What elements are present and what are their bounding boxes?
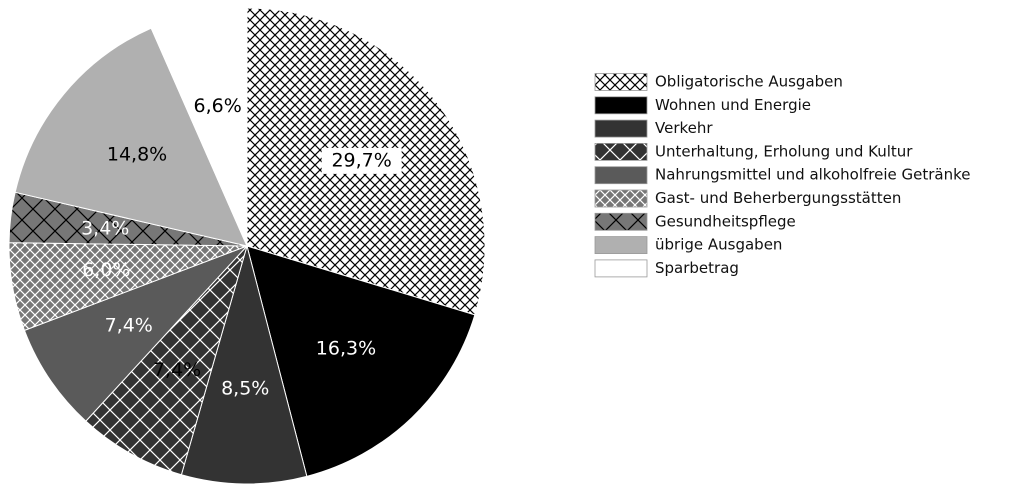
legend-swatch bbox=[594, 73, 648, 91]
data-label: 16,3% bbox=[316, 337, 376, 359]
legend-label: Wohnen und Energie bbox=[655, 96, 811, 114]
data-label: 8,5% bbox=[221, 377, 269, 399]
legend-swatch bbox=[594, 166, 648, 185]
legend-swatch bbox=[594, 142, 648, 161]
legend-label: Sparbetrag bbox=[655, 259, 739, 277]
pie: 29,7% 16,3% 8,5% 7,4%7,4% 6,0% 3,4% 14,8% 6,6% bbox=[8, 7, 486, 485]
data-label: 3,4% bbox=[81, 217, 129, 239]
legend-swatch bbox=[594, 119, 648, 138]
pie-slice bbox=[150, 7, 248, 247]
legend-swatch bbox=[594, 189, 648, 208]
legend-swatch bbox=[594, 96, 648, 115]
data-label: 29,7% bbox=[331, 149, 391, 171]
legend-label: übrige Ausgaben bbox=[655, 236, 782, 254]
data-label: 7,4% bbox=[153, 359, 201, 381]
data-label: 14,8% bbox=[107, 143, 167, 165]
legend-label: Obligatorische Ausgaben bbox=[655, 73, 843, 91]
legend-label: Unterhaltung, Erholung und Kultur bbox=[655, 142, 913, 160]
legend: Obligatorische Ausgaben Wohnen und Energi… bbox=[594, 73, 970, 278]
legend-label: Gast- und Beherbergungsstätten bbox=[655, 189, 901, 207]
pie-slice bbox=[246, 245, 476, 477]
legend-swatch bbox=[594, 212, 648, 231]
pie-slice bbox=[23, 245, 248, 422]
legend-label: Gesundheitspflege bbox=[655, 212, 796, 230]
pie-slice bbox=[180, 244, 308, 485]
data-label: 6,6% bbox=[193, 95, 241, 117]
legend-label: Verkehr bbox=[655, 119, 713, 137]
data-label: 7,4% bbox=[105, 315, 153, 337]
pie-slice bbox=[85, 245, 248, 476]
legend-swatch bbox=[594, 259, 648, 278]
data-label: 6,0% bbox=[82, 259, 130, 281]
pie-slice bbox=[14, 27, 248, 247]
legend-label: Nahrungsmittel und alkoholfreie Getränke bbox=[655, 166, 970, 184]
legend-swatch bbox=[594, 236, 648, 255]
